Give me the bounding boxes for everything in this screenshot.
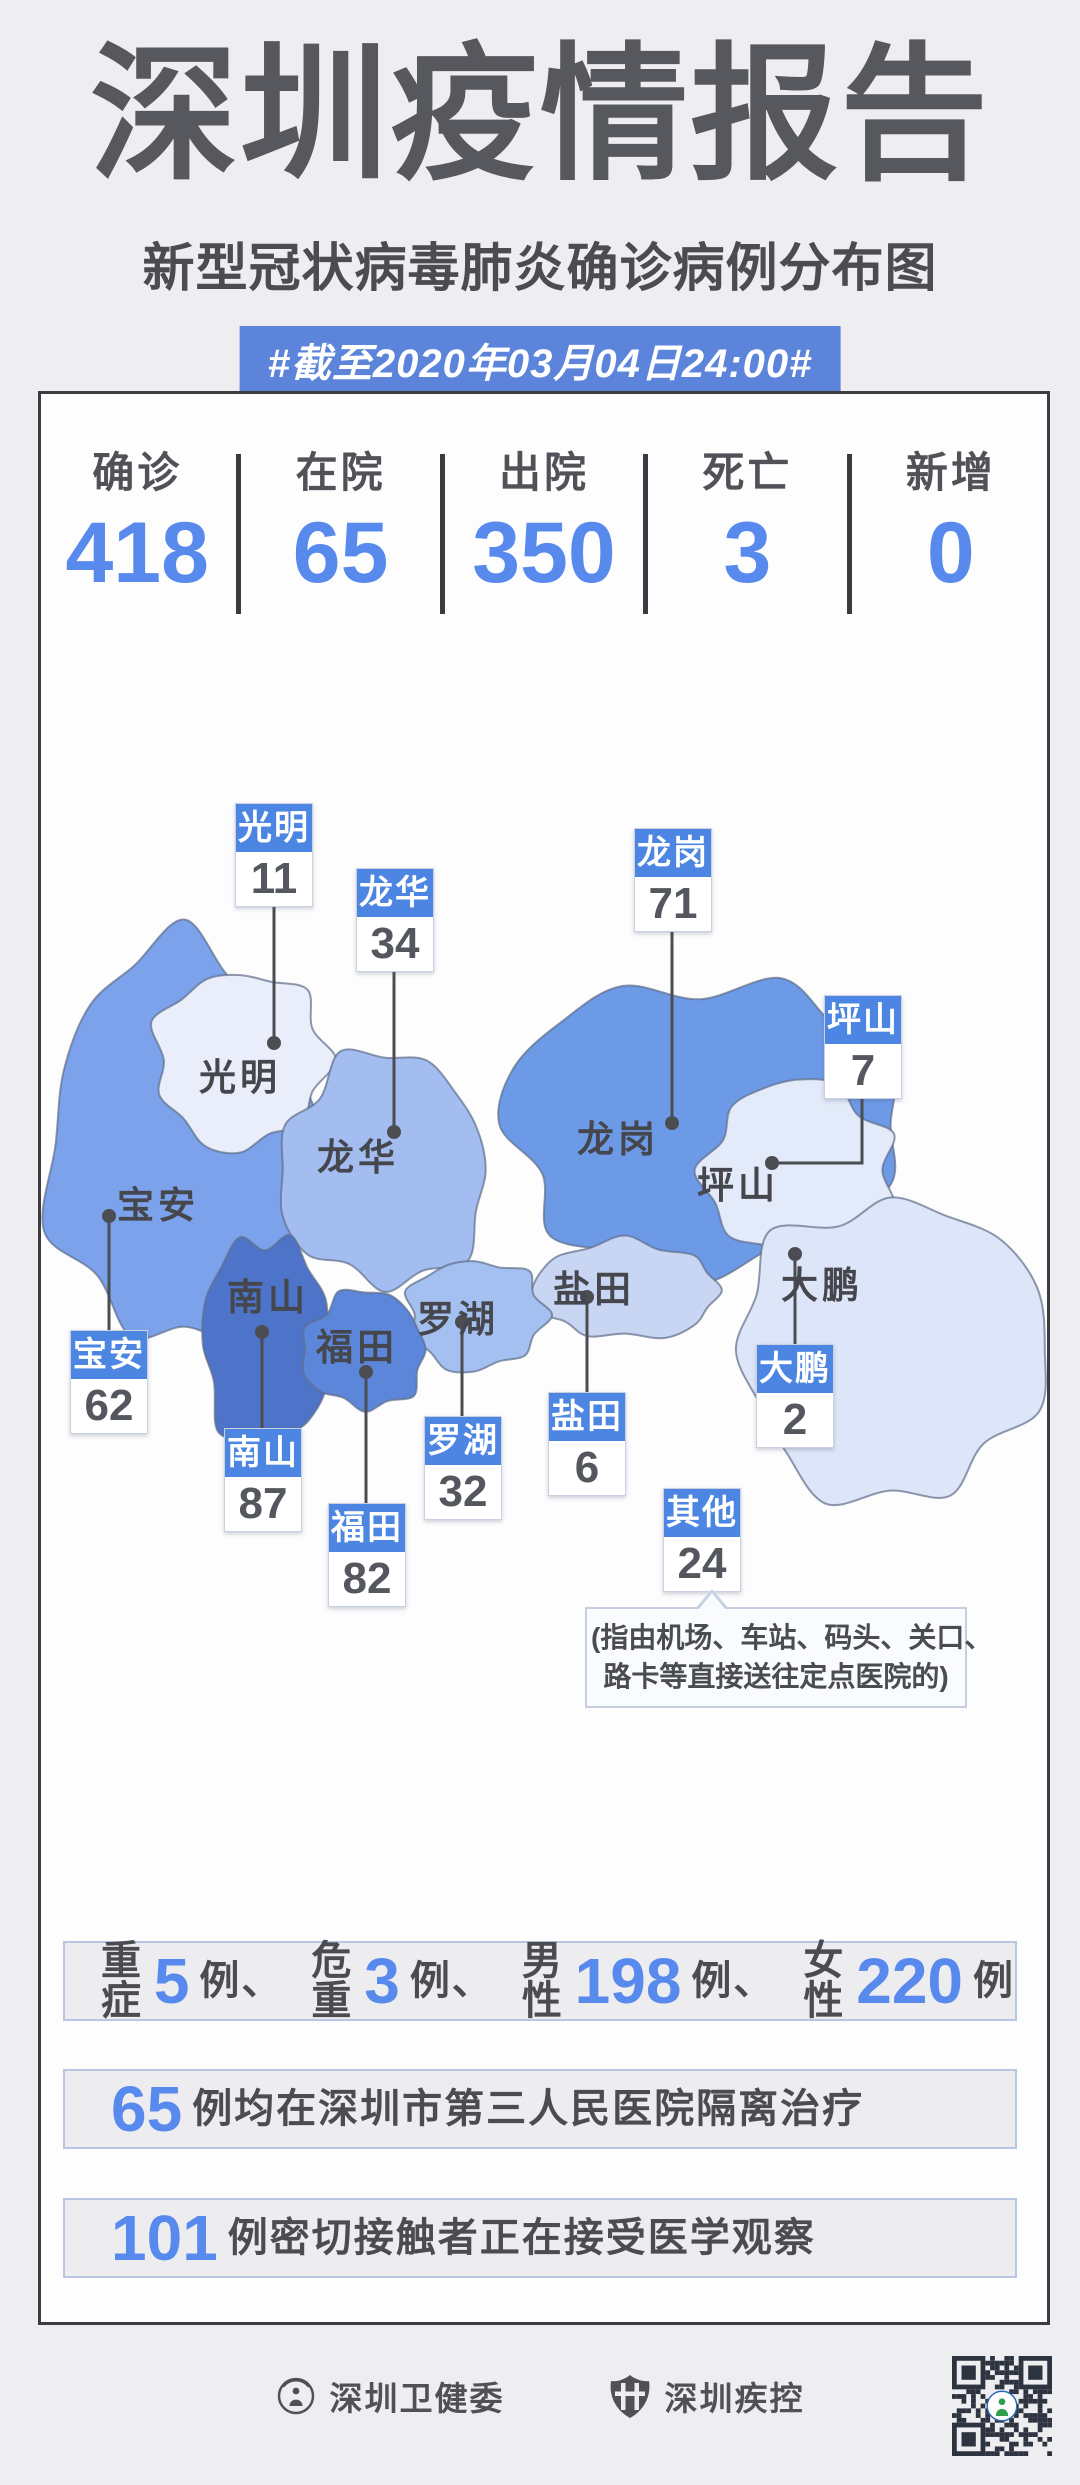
anchor-dot-longgang (665, 1116, 679, 1130)
stat-label: 确诊 (92, 449, 183, 496)
note-pointer-fill (698, 1593, 726, 1610)
stat-divider (439, 454, 445, 614)
bar-text: 例均在深圳市第三人民医院隔离治疗 (192, 2087, 865, 2131)
district-label-futian: 福田 (315, 1327, 398, 1368)
stat-discharged: 出院 350 (445, 438, 643, 648)
footer-org1-label: 深圳卫健委 (329, 2380, 505, 2417)
footer-org-health-commission: 深圳卫健委 (276, 2372, 505, 2420)
note-line-1: (指由机场、车站、码头、关口、 (591, 1622, 993, 1653)
bar-number: 220 (856, 1945, 963, 2017)
bar-text: 危重 (311, 1939, 354, 2023)
stat-value: 0 (926, 505, 975, 601)
bar-text: 例 (973, 1959, 1015, 2003)
stat-value: 65 (292, 505, 389, 601)
bar-number: 5 (153, 1945, 190, 2017)
district-label-nanshan: 南山 (227, 1277, 309, 1318)
stat-bar-severity: 重症 5 例、 危重 3 例、 男性 198 例、 女性 220 例 (63, 1941, 1017, 2021)
stat-bar-hospital: 65 例均在深圳市第三人民医院隔离治疗 (63, 2069, 1017, 2149)
anchor-dot-dapeng (788, 1247, 802, 1261)
stat-new-cases: 新增 0 (852, 438, 1050, 648)
bar-number: 3 (364, 1945, 400, 2017)
district-shape-guangming (150, 973, 338, 1155)
anchor-dot-luohu (455, 1315, 469, 1329)
anchor-dot-futian (359, 1365, 373, 1379)
district-label-baoan: 宝安 (117, 1185, 199, 1226)
bar-text: 女性 (803, 1939, 846, 2023)
bar-number: 101 (111, 2202, 218, 2274)
qr-center-logo (986, 2390, 1018, 2422)
footer: 深圳卫健委 深圳疾控 (0, 2372, 1080, 2420)
district-label-guangming: 光明 (199, 1057, 281, 1098)
bar-number: 198 (574, 1945, 682, 2017)
cdc-shield-icon (610, 2375, 649, 2418)
bar-text: 例、 (199, 1959, 284, 2003)
anchor-dot-pingshan (765, 1156, 779, 1170)
bar-text: 例密切接触者正在接受医学观察 (227, 2216, 816, 2260)
stat-bar-observation: 101 例密切接触者正在接受医学观察 (63, 2198, 1017, 2278)
anchor-dot-guangming (267, 1036, 281, 1050)
stat-deaths: 死亡 3 (648, 438, 846, 648)
district-label-luohu: 罗湖 (417, 1299, 499, 1340)
district-label-longhua: 龙华 (317, 1137, 399, 1178)
district-label-pingshan: 坪山 (697, 1165, 779, 1206)
anchor-dot-yantian (580, 1290, 594, 1304)
anchor-dot-longhua (387, 1125, 401, 1139)
other-cases-note: (指由机场、车站、码头、关口、 路卡等直接送往定点医院的) (585, 1589, 993, 1708)
qr-code (952, 2356, 1052, 2456)
district-shape-longhua (279, 1048, 487, 1293)
footer-org-cdc: 深圳疾控 (609, 2372, 805, 2420)
page-title: 深圳疫情报告 (90, 33, 990, 198)
page-subtitle: 新型冠状病毒肺炎确诊病例分布图 (142, 240, 938, 298)
stat-divider (643, 454, 649, 614)
connector-pingshan (772, 1097, 864, 1165)
stat-label: 新增 (905, 449, 996, 496)
stat-confirmed: 确诊 418 (38, 438, 236, 648)
stat-value: 418 (65, 505, 209, 601)
stat-label: 出院 (499, 449, 590, 496)
district-shape-futian (301, 1288, 427, 1413)
district-shape-dapeng (734, 1196, 1047, 1507)
bar-number: 65 (111, 2073, 183, 2145)
summary-stats-row: 确诊 418 在院 65 出院 350 死亡 3 新增 0 (38, 438, 1050, 648)
district-label-dapeng: 大鹏 (781, 1265, 863, 1306)
bar-text: 男性 (521, 1939, 564, 2023)
footer-org2-label: 深圳疾控 (664, 2380, 805, 2417)
bar-text: 重症 (101, 1939, 143, 2023)
stat-value: 3 (723, 505, 772, 601)
district-label-yantian: 盐田 (553, 1269, 635, 1310)
bar-text: 例、 (409, 1959, 494, 2003)
stat-value: 350 (472, 505, 616, 601)
stat-divider (236, 454, 242, 614)
stat-in-hospital: 在院 65 (241, 438, 439, 648)
note-line-2: 路卡等直接送往定点医院的) (603, 1661, 949, 1692)
date-badge: #截至2020年03月04日24:00# (239, 326, 841, 394)
district-shape-luohu (403, 1260, 554, 1374)
district-label-longgang: 龙岗 (577, 1119, 659, 1160)
health-commission-seal-icon (277, 2377, 314, 2415)
anchor-dot-baoan (102, 1209, 116, 1223)
bar-text: 例、 (691, 1959, 776, 2003)
stat-label: 死亡 (702, 449, 793, 496)
stat-divider (846, 454, 852, 614)
stat-label: 在院 (295, 449, 386, 496)
anchor-dot-nanshan (255, 1325, 269, 1339)
